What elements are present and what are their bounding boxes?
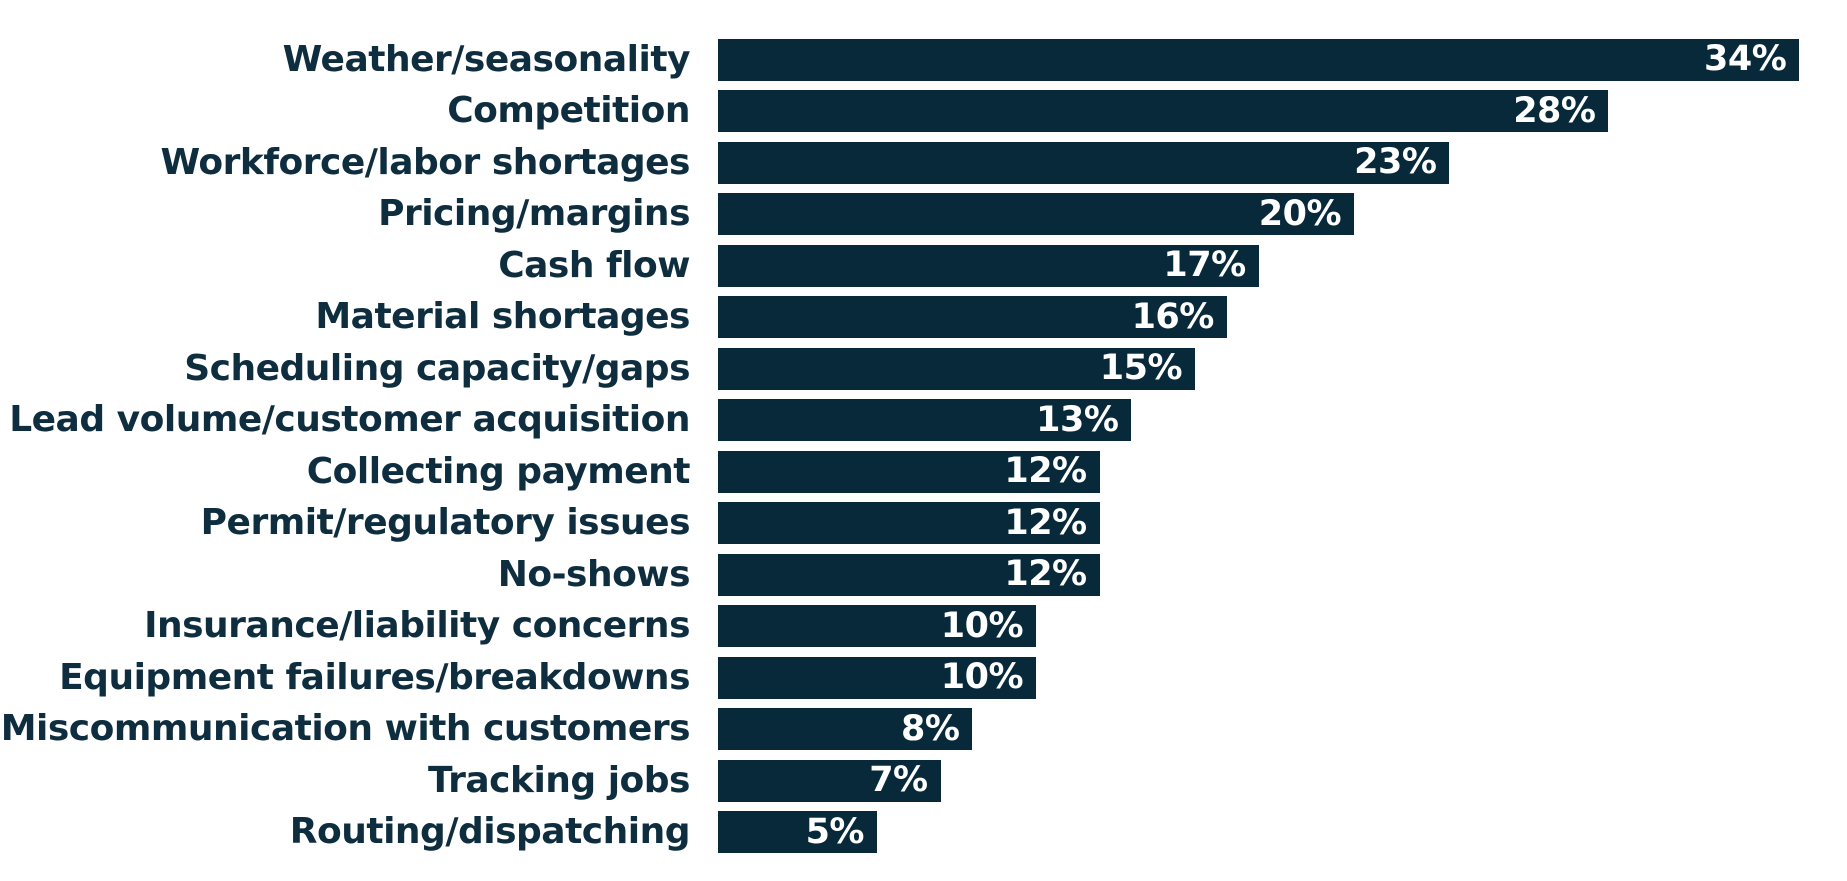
bar-row: Permit/regulatory issues 12%: [0, 498, 1847, 550]
bar: 16%: [718, 296, 1227, 339]
bar-row: Equipment failures/breakdowns 10%: [0, 652, 1847, 704]
bar-row: Collecting payment 12%: [0, 446, 1847, 498]
bar: 15%: [718, 347, 1196, 390]
bar-row: Routing/dispatching 5%: [0, 807, 1847, 859]
bar: 28%: [718, 90, 1609, 133]
value-label: 8%: [901, 708, 960, 749]
category-label: No-shows: [497, 553, 691, 595]
bar-row: Miscommunication with customers 8%: [0, 704, 1847, 756]
category-label: Insurance/liability concerns: [144, 605, 690, 647]
value-label: 10%: [940, 657, 1024, 698]
category-label: Pricing/margins: [378, 193, 690, 235]
value-label: 15%: [1099, 348, 1183, 389]
bar: 34%: [718, 38, 1800, 81]
bar: 20%: [718, 193, 1355, 236]
bar-row: No-shows 12%: [0, 549, 1847, 601]
bar-track: 28%: [718, 90, 1847, 133]
value-label: 12%: [1004, 554, 1087, 595]
bar: 13%: [718, 399, 1132, 442]
category-label: Workforce/labor shortages: [160, 141, 691, 183]
bar-track: 34%: [718, 38, 1847, 81]
bar-track: 12%: [718, 450, 1847, 493]
bar-row: Weather/seasonality 34%: [0, 34, 1847, 86]
bar-track: 12%: [718, 553, 1847, 596]
bar-row: Insurance/liability concerns 10%: [0, 601, 1847, 653]
value-label: 23%: [1354, 142, 1437, 183]
value-label: 34%: [1704, 39, 1787, 80]
bar: 17%: [718, 244, 1259, 287]
bar: 7%: [718, 759, 941, 802]
category-label: Cash flow: [498, 244, 690, 286]
category-label: Routing/dispatching: [289, 811, 691, 853]
value-label: 20%: [1258, 193, 1342, 234]
bar-row: Lead volume/customer acquisition 13%: [0, 395, 1847, 447]
value-label: 12%: [1004, 502, 1087, 543]
bar-track: 17%: [718, 244, 1847, 287]
bar-track: 20%: [718, 193, 1847, 236]
category-label: Weather/seasonality: [282, 38, 691, 80]
bar-track: 15%: [718, 347, 1847, 390]
bar-row: Workforce/labor shortages 23%: [0, 137, 1847, 189]
category-label: Collecting payment: [306, 450, 691, 492]
bar-row: Scheduling capacity/gaps 15%: [0, 343, 1847, 395]
bar-track: 16%: [718, 296, 1847, 339]
bar: 12%: [718, 450, 1100, 493]
value-label: 16%: [1131, 296, 1215, 337]
value-label: 17%: [1163, 245, 1246, 286]
bar-row: Material shortages 16%: [0, 292, 1847, 344]
bar-track: 8%: [718, 708, 1847, 751]
bar-track: 7%: [718, 759, 1847, 802]
bar-row: Tracking jobs 7%: [0, 755, 1847, 807]
bar: 8%: [718, 708, 973, 751]
category-label: Material shortages: [315, 296, 690, 338]
category-label: Equipment failures/breakdowns: [59, 656, 690, 698]
category-label: Miscommunication with customers: [0, 708, 691, 750]
bar-row: Competition 28%: [0, 86, 1847, 138]
value-label: 7%: [869, 760, 928, 801]
category-label: Competition: [447, 90, 690, 132]
value-label: 28%: [1513, 90, 1596, 131]
category-label: Tracking jobs: [428, 759, 690, 801]
category-label: Scheduling capacity/gaps: [184, 347, 690, 389]
bar-track: 10%: [718, 656, 1847, 699]
value-label: 10%: [940, 605, 1024, 646]
bar-track: 23%: [718, 141, 1847, 184]
bar: 12%: [718, 553, 1100, 596]
bar-track: 13%: [718, 399, 1847, 442]
bar: 10%: [718, 605, 1037, 648]
category-label: Lead volume/customer acquisition: [9, 399, 690, 441]
bar: 10%: [718, 656, 1037, 699]
bar-row: Pricing/margins 20%: [0, 189, 1847, 241]
bar: 12%: [718, 502, 1100, 545]
bar: 5%: [718, 811, 877, 854]
bar-track: 5%: [718, 811, 1847, 854]
value-label: 13%: [1036, 399, 1119, 440]
value-label: 5%: [805, 811, 865, 852]
bar-track: 10%: [718, 605, 1847, 648]
bar-track: 12%: [718, 502, 1847, 545]
value-label: 12%: [1004, 451, 1087, 492]
bar-row: Cash flow 17%: [0, 240, 1847, 292]
bar: 23%: [718, 141, 1450, 184]
category-label: Permit/regulatory issues: [200, 502, 691, 544]
